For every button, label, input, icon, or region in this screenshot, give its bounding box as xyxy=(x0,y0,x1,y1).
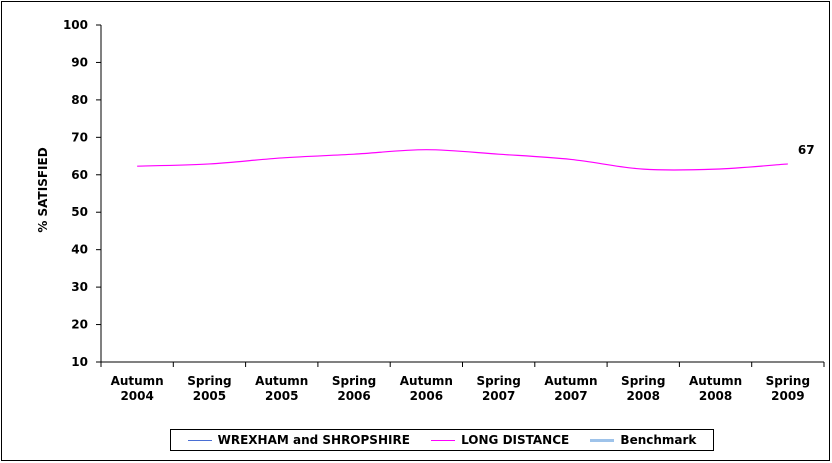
y-tick-label: 100 xyxy=(63,18,88,32)
legend: WREXHAM and SHROPSHIRE LONG DISTANCE Bench… xyxy=(170,429,714,451)
x-tick-label: Spring 2009 xyxy=(766,374,810,403)
series-line-long-distance xyxy=(137,149,788,171)
legend-swatch xyxy=(187,439,212,441)
x-tick-label: Autumn 2007 xyxy=(544,374,597,403)
legend-label: Benchmark xyxy=(620,433,697,447)
legend-item-long-distance: LONG DISTANCE xyxy=(431,433,569,447)
data-label: 67 xyxy=(798,143,815,157)
x-axis: Autumn 2004 Spring 2005 Autumn 2005 Spring 2006… xyxy=(100,361,825,403)
legend-swatch xyxy=(431,439,456,441)
x-tick-label: Spring 2005 xyxy=(187,374,231,403)
x-tick-label: Spring 2008 xyxy=(621,374,665,403)
y-tick-label: 50 xyxy=(71,205,88,219)
y-tick-label: 60 xyxy=(71,168,88,182)
y-tick-label: 70 xyxy=(71,130,88,144)
x-tick-label: Autumn 2008 xyxy=(689,374,742,403)
legend-item-benchmark: Benchmark xyxy=(590,433,696,447)
annotation-layer: 67 xyxy=(798,143,815,157)
x-tick-label: Autumn 2006 xyxy=(400,374,453,403)
x-tick-label: Spring 2006 xyxy=(332,374,376,403)
line-chart: 10 20 30 40 50 60 70 80 90 100 Autumn 2004 Spring 20… xyxy=(36,18,825,403)
y-axis-label: % SATISFIED xyxy=(36,147,50,232)
y-tick-label: 30 xyxy=(71,280,88,294)
x-tick-label: Spring 2007 xyxy=(476,374,520,403)
y-tick-label: 80 xyxy=(71,93,88,107)
y-tick-label: 40 xyxy=(71,243,88,257)
y-axis: 10 20 30 40 50 60 70 80 90 100 xyxy=(63,18,102,369)
y-tick-label: 20 xyxy=(71,318,88,332)
y-tick-label: 90 xyxy=(71,55,88,69)
legend-label: WREXHAM and SHROPSHIRE xyxy=(217,433,410,447)
series-layer xyxy=(137,149,788,171)
x-tick-label: Autumn 2004 xyxy=(111,374,164,403)
y-tick-label: 10 xyxy=(71,355,88,369)
legend-label: LONG DISTANCE xyxy=(461,433,570,447)
legend-item-wrexham-and-shropshire: WREXHAM and SHROPSHIRE xyxy=(187,433,410,447)
legend-swatch xyxy=(590,438,615,442)
x-tick-label: Autumn 2005 xyxy=(255,374,308,403)
